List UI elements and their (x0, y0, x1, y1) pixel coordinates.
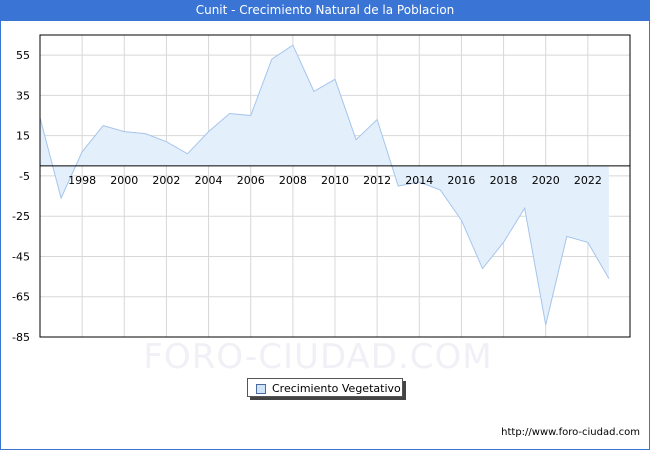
svg-text:2010: 2010 (321, 174, 349, 187)
legend-label: Crecimiento Vegetativo (272, 382, 401, 395)
data-line (39, 44, 610, 326)
svg-text:35: 35 (16, 89, 30, 102)
plot-border (39, 34, 631, 338)
svg-text:2022: 2022 (574, 174, 602, 187)
svg-text:-5: -5 (19, 170, 30, 183)
svg-text:2020: 2020 (532, 174, 560, 187)
svg-text:2014: 2014 (405, 174, 433, 187)
legend: Crecimiento Vegetativo (247, 378, 403, 397)
x-axis-labels: 1998 2000 2002 2004 2006 2008 2010 2012 2014 2016… (68, 174, 602, 187)
svg-text:-45: -45 (12, 250, 30, 263)
svg-text:1998: 1998 (68, 174, 96, 187)
svg-text:2006: 2006 (237, 174, 265, 187)
svg-text:2002: 2002 (152, 174, 180, 187)
y-axis-labels: 55 35 15 -5 -25 -45 -65 -85 (12, 49, 30, 344)
svg-text:2016: 2016 (447, 174, 475, 187)
svg-text:-65: -65 (12, 291, 30, 304)
svg-text:2004: 2004 (195, 174, 223, 187)
source-url[interactable]: http://www.foro-ciudad.com (501, 427, 640, 438)
watermark: FORO-CIUDAD.COM (143, 337, 492, 377)
svg-text:2012: 2012 (363, 174, 391, 187)
svg-text:-85: -85 (12, 331, 30, 344)
svg-text:2008: 2008 (279, 174, 307, 187)
svg-text:15: 15 (16, 130, 30, 143)
legend-swatch-icon (256, 384, 266, 394)
svg-text:2000: 2000 (110, 174, 138, 187)
svg-text:55: 55 (16, 49, 30, 62)
svg-text:2018: 2018 (490, 174, 518, 187)
svg-text:-25: -25 (12, 210, 30, 223)
chart-title: Cunit - Crecimiento Natural de la Poblac… (0, 0, 650, 21)
